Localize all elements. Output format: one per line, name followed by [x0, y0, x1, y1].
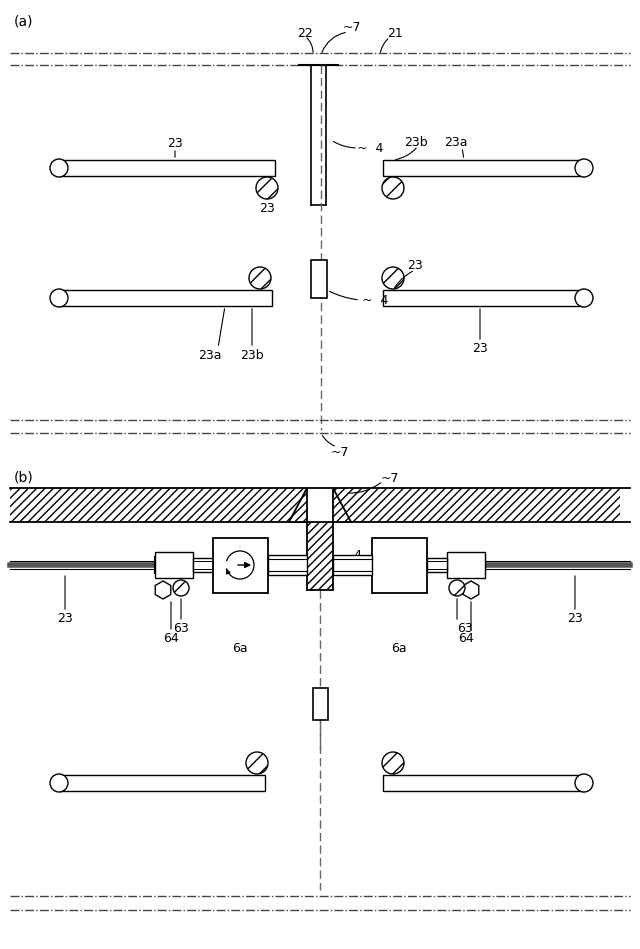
Text: ~  4: ~ 4	[362, 293, 388, 307]
Polygon shape	[333, 488, 351, 522]
Circle shape	[50, 159, 68, 177]
Bar	[383, 290, 584, 306]
Bar	[383, 775, 584, 791]
Text: 23: 23	[407, 258, 423, 271]
Text: (b): (b)	[14, 470, 34, 484]
Bar	[59, 160, 275, 176]
Text: 23a: 23a	[444, 136, 468, 148]
Text: 23: 23	[472, 342, 488, 355]
Circle shape	[382, 177, 404, 199]
Text: 23: 23	[57, 611, 73, 624]
Text: 23: 23	[259, 201, 275, 214]
Bar	[313, 688, 328, 720]
Polygon shape	[289, 488, 307, 522]
Bar	[372, 538, 427, 593]
Bar	[383, 160, 584, 176]
Text: ~7: ~7	[331, 445, 349, 458]
Text: 64: 64	[163, 631, 179, 644]
Text: (a): (a)	[14, 14, 33, 28]
Bar	[307, 522, 333, 590]
Circle shape	[575, 159, 593, 177]
Text: 6a: 6a	[391, 642, 407, 655]
Bar	[333, 488, 620, 522]
Bar	[155, 552, 193, 578]
Bar	[427, 558, 447, 572]
Text: 21: 21	[387, 27, 403, 40]
Circle shape	[382, 267, 404, 289]
Text: 4, 41: 4, 41	[354, 549, 386, 562]
Text: 23b: 23b	[404, 136, 428, 148]
Text: 63: 63	[457, 622, 473, 635]
Circle shape	[50, 774, 68, 792]
Text: 63: 63	[173, 622, 189, 635]
Bar	[59, 775, 265, 791]
Text: 23: 23	[567, 611, 583, 624]
Bar	[447, 552, 485, 578]
Text: 23b: 23b	[240, 348, 264, 362]
Circle shape	[50, 289, 68, 307]
Circle shape	[246, 752, 268, 774]
Bar	[213, 538, 268, 593]
Text: ~7: ~7	[381, 472, 399, 485]
Polygon shape	[463, 581, 479, 599]
Text: ~7: ~7	[343, 21, 361, 33]
Circle shape	[575, 774, 593, 792]
Polygon shape	[156, 581, 171, 599]
Circle shape	[173, 580, 189, 596]
Bar	[268, 555, 307, 575]
Text: ~  4: ~ 4	[357, 141, 383, 155]
Circle shape	[449, 580, 465, 596]
Text: 23a: 23a	[198, 348, 221, 362]
Text: 23: 23	[167, 137, 183, 150]
Text: 22: 22	[297, 27, 313, 40]
Text: 64: 64	[458, 631, 474, 644]
Circle shape	[382, 752, 404, 774]
Circle shape	[256, 177, 278, 199]
Circle shape	[249, 267, 271, 289]
Bar	[59, 290, 272, 306]
Bar	[193, 558, 213, 572]
Text: 6a: 6a	[232, 642, 248, 655]
Circle shape	[575, 289, 593, 307]
Bar	[10, 488, 307, 522]
Bar	[311, 260, 327, 298]
Bar	[333, 555, 372, 575]
